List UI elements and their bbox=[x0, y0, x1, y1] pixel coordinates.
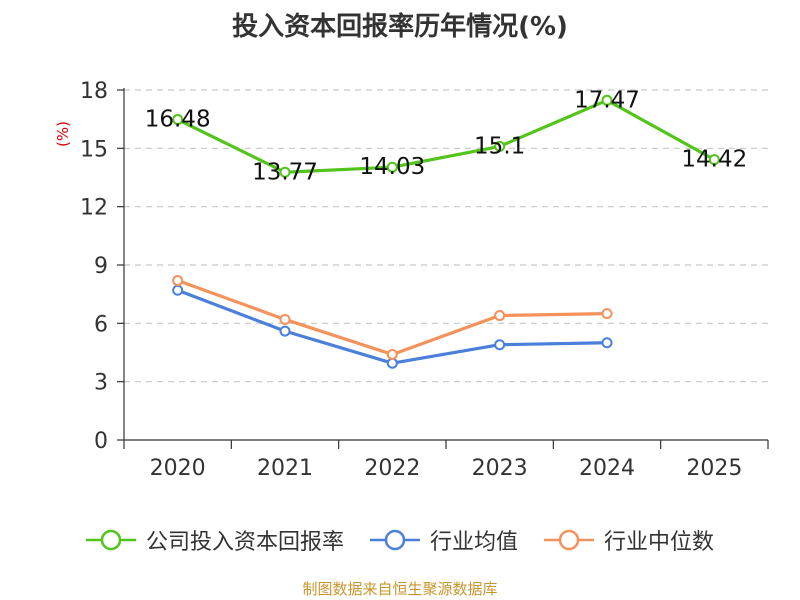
x-tick-label: 2024 bbox=[579, 456, 635, 481]
y-tick-label: 3 bbox=[94, 371, 108, 396]
data-point bbox=[386, 357, 398, 369]
series-line-0 bbox=[176, 98, 716, 174]
data-label: 14.03 bbox=[359, 154, 425, 180]
data-label: 14.42 bbox=[681, 147, 747, 173]
data-point bbox=[172, 114, 184, 126]
y-tick-label: 9 bbox=[94, 254, 108, 279]
data-point bbox=[279, 166, 291, 178]
data-point bbox=[601, 337, 613, 349]
x-tick-label: 2023 bbox=[472, 456, 528, 481]
legend-item-company[interactable]: 公司投入资本回报率 bbox=[85, 524, 344, 556]
data-point bbox=[172, 284, 184, 296]
y-tick-label: 0 bbox=[94, 429, 108, 454]
data-label: 16.48 bbox=[145, 107, 211, 133]
legend: 公司投入资本回报率 行业均值 行业中位数 bbox=[0, 520, 800, 560]
data-source-note: 制图数据来自恒生聚源数据库 bbox=[302, 580, 498, 598]
x-tick-label: 2025 bbox=[686, 456, 742, 481]
data-point bbox=[708, 154, 720, 166]
legend-item-industry-mean[interactable]: 行业均值 bbox=[369, 524, 518, 556]
data-point bbox=[494, 339, 506, 351]
y-tick-label: 6 bbox=[94, 312, 108, 337]
legend-item-industry-median[interactable]: 行业中位数 bbox=[544, 524, 714, 556]
data-point bbox=[279, 325, 291, 337]
x-tick-label: 2022 bbox=[364, 456, 420, 481]
line-chart: 0 3 6 9 12 15 18 2020 2021 2022 2023 2024 2025 16.48 1… bbox=[80, 79, 769, 481]
data-label: 13.77 bbox=[252, 159, 318, 185]
chart-title: 投入资本回报率历年情况(%) bbox=[232, 12, 568, 42]
legend-label-company: 公司投入资本回报率 bbox=[145, 530, 344, 555]
x-tick-label: 2020 bbox=[150, 456, 206, 481]
data-point bbox=[279, 313, 291, 325]
data-point bbox=[386, 161, 398, 173]
x-tick-label: 2021 bbox=[257, 456, 313, 481]
legend-label-industry-median: 行业中位数 bbox=[604, 530, 715, 555]
y-tick-label: 12 bbox=[80, 196, 108, 221]
data-point bbox=[386, 348, 398, 360]
legend-swatch-industry-median bbox=[544, 529, 594, 551]
data-label: 17.47 bbox=[574, 87, 640, 113]
data-point bbox=[172, 275, 184, 287]
y-tick-label: 18 bbox=[80, 79, 108, 104]
data-point bbox=[601, 308, 613, 320]
data-label: 15.1 bbox=[474, 133, 525, 159]
legend-label-industry-mean: 行业均值 bbox=[429, 530, 518, 555]
data-point bbox=[494, 310, 506, 322]
y-tick-label: 15 bbox=[80, 137, 108, 162]
data-point bbox=[494, 140, 506, 152]
legend-swatch-company bbox=[85, 529, 136, 551]
legend-swatch-industry-mean bbox=[369, 529, 420, 551]
data-point bbox=[601, 94, 613, 106]
